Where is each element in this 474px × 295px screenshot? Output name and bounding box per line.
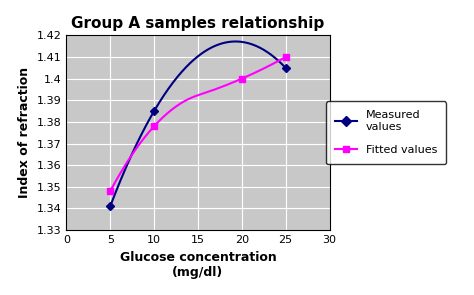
Legend: Measured
values, Fitted values: Measured values, Fitted values <box>326 101 446 164</box>
X-axis label: Glucose concentration
(mg/dl): Glucose concentration (mg/dl) <box>119 250 276 278</box>
Title: Group A samples relationship: Group A samples relationship <box>71 17 325 32</box>
Y-axis label: Index of refraction: Index of refraction <box>18 67 31 198</box>
